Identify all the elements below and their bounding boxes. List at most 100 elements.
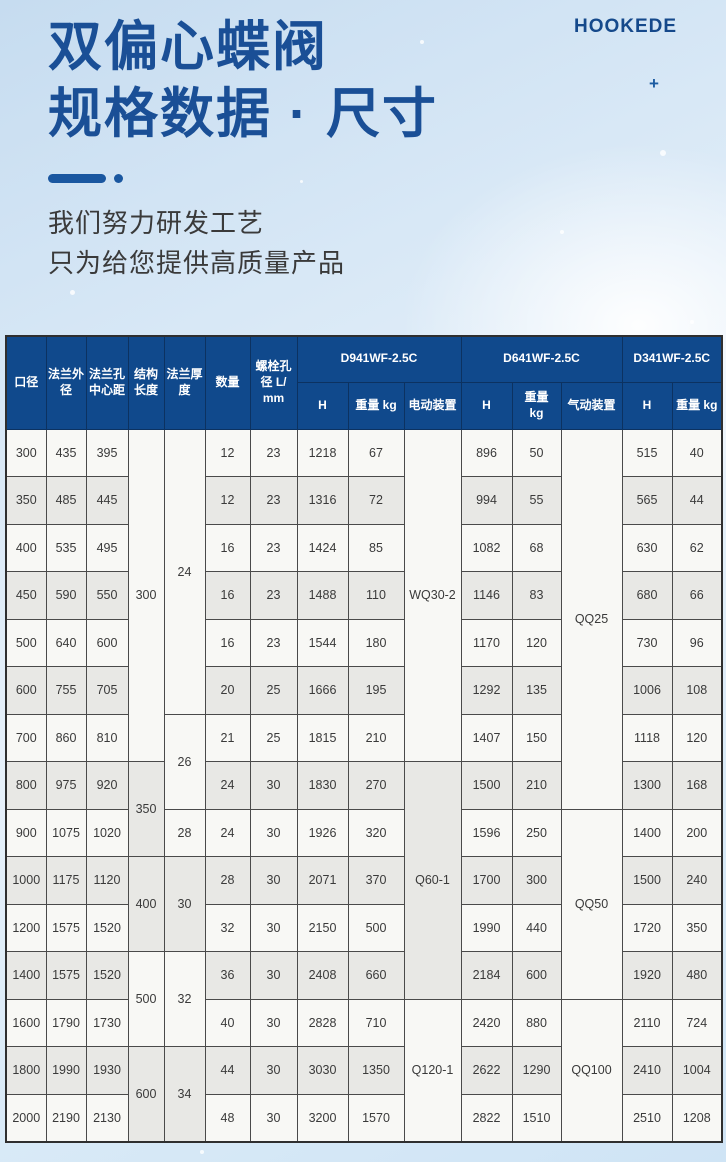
column-header: 螺栓孔 径 L/ mm [249, 335, 298, 430]
table-cell: QQ50 [560, 808, 623, 1000]
table-cell: 975 [45, 761, 87, 810]
table-cell: 1500 [621, 856, 673, 905]
table-cell: 26 [163, 713, 206, 810]
table-cell: 724 [671, 998, 723, 1047]
table-cell: 2184 [460, 951, 513, 1000]
table-cell: 1006 [621, 666, 673, 715]
table-cell: 1208 [671, 1093, 723, 1142]
table-cell: 72 [347, 476, 405, 525]
table-cell: 2000 [5, 1093, 47, 1142]
table-cell: 660 [347, 951, 405, 1000]
table-cell: 1720 [621, 903, 673, 952]
table-cell: 1118 [621, 713, 673, 762]
table-cell: 350 [5, 476, 47, 525]
table-cell: 2190 [45, 1093, 87, 1142]
table-cell: 1596 [460, 808, 513, 857]
table-cell: 680 [621, 571, 673, 620]
group-header: D941WF-2.5C [296, 335, 462, 383]
table-cell: 1020 [85, 808, 129, 857]
table-cell: 400 [127, 856, 165, 952]
table-cell: 480 [671, 951, 723, 1000]
table-cell: 1730 [85, 998, 129, 1047]
table-cell: 710 [347, 998, 405, 1047]
table-cell: 600 [85, 618, 129, 667]
table-cell: 2110 [621, 998, 673, 1047]
table-cell: 994 [460, 476, 513, 525]
table-cell: 1666 [296, 666, 349, 715]
column-header: 结构 长度 [127, 335, 165, 430]
table-cell: 23 [249, 523, 298, 572]
brand-logo: HOOKEDE [574, 16, 678, 37]
table-cell: 1700 [460, 856, 513, 905]
table-cell: 1500 [460, 761, 513, 810]
table-cell: 23 [249, 476, 298, 525]
table-cell: 1800 [5, 1046, 47, 1095]
column-header: 法兰外 径 [45, 335, 87, 430]
table-cell: 28 [163, 808, 206, 857]
spec-table-body: 300 435 395 300 24 12 23 1218 67 WQ30-2 896 50 QQ25 5… [5, 428, 723, 1142]
table-cell: 25 [249, 666, 298, 715]
table-cell: 50 [511, 428, 562, 477]
table-cell: 896 [460, 428, 513, 477]
table-cell: 1815 [296, 713, 349, 762]
table-cell: 150 [511, 713, 562, 762]
page-title-line2: 规格数据 · 尺寸 [48, 83, 438, 144]
table-cell: 1990 [460, 903, 513, 952]
table-cell: 1930 [85, 1046, 129, 1095]
table-cell: 25 [249, 713, 298, 762]
table-cell: 370 [347, 856, 405, 905]
table-cell: 535 [45, 523, 87, 572]
table-cell: 1170 [460, 618, 513, 667]
table-cell: 1146 [460, 571, 513, 620]
table-row: 500 640 600 16 23 1544 180 1170 120 730 96 [5, 618, 723, 667]
table-cell: 40 [671, 428, 723, 477]
table-cell: 1000 [5, 856, 47, 905]
group-header: D341WF-2.5C [621, 335, 723, 383]
table-cell: 1290 [511, 1046, 562, 1095]
table-cell: 1350 [347, 1046, 405, 1095]
dash-bar-icon [48, 174, 106, 184]
page-title-line1: 双偏心蝶阀 [48, 17, 328, 77]
table-cell: 210 [511, 761, 562, 810]
table-cell: 1292 [460, 666, 513, 715]
table-cell: 1570 [347, 1093, 405, 1142]
table-cell: 395 [85, 428, 129, 477]
table-cell: 168 [671, 761, 723, 810]
table-cell: 1407 [460, 713, 513, 762]
table-cell: 30 [249, 856, 298, 905]
spec-table-head: 口径 法兰外 径法兰孔 中心距 结构 长度 法兰厚 度数量 螺栓孔 径 L/ mm D94… [5, 335, 723, 430]
sub-header: 重量 kg [671, 381, 723, 430]
table-cell: 1082 [460, 523, 513, 572]
table-cell: 2408 [296, 951, 349, 1000]
table-cell: 55 [511, 476, 562, 525]
table-cell: 180 [347, 618, 405, 667]
table-cell: 48 [204, 1093, 251, 1142]
table-row: 1600 1790 1730 40 30 2828 710 Q120-1 2420 880 QQ10… [5, 998, 723, 1142]
table-cell: 515 [621, 428, 673, 477]
table-cell: 30 [249, 951, 298, 1000]
table-cell: 1175 [45, 856, 87, 905]
table-row: 600 755 705 20 25 1666 195 1292 135 1006 108 [5, 666, 723, 715]
table-cell: 2510 [621, 1093, 673, 1142]
table-cell: 350 [671, 903, 723, 952]
table-cell: 1218 [296, 428, 349, 477]
table-cell: 1830 [296, 761, 349, 810]
table-cell: 1990 [45, 1046, 87, 1095]
table-cell: 85 [347, 523, 405, 572]
table-cell: 350 [127, 761, 165, 857]
column-header: 法兰孔 中心距 [85, 335, 129, 430]
table-cell: 120 [511, 618, 562, 667]
table-cell: 30 [249, 1093, 298, 1142]
hero-section: 双偏心蝶阀 规格数据 · 尺寸 [48, 14, 438, 148]
table-cell: 83 [511, 571, 562, 620]
table-cell: 860 [45, 713, 87, 762]
table-cell: 250 [511, 808, 562, 857]
table-cell: 2822 [460, 1093, 513, 1142]
sub-header: 气动装置 [560, 381, 623, 430]
table-cell: 108 [671, 666, 723, 715]
table-cell: 30 [249, 903, 298, 952]
table-cell: 550 [85, 571, 129, 620]
table-cell: 12 [204, 428, 251, 477]
column-header: 口径 [5, 335, 47, 430]
table-cell: 68 [511, 523, 562, 572]
